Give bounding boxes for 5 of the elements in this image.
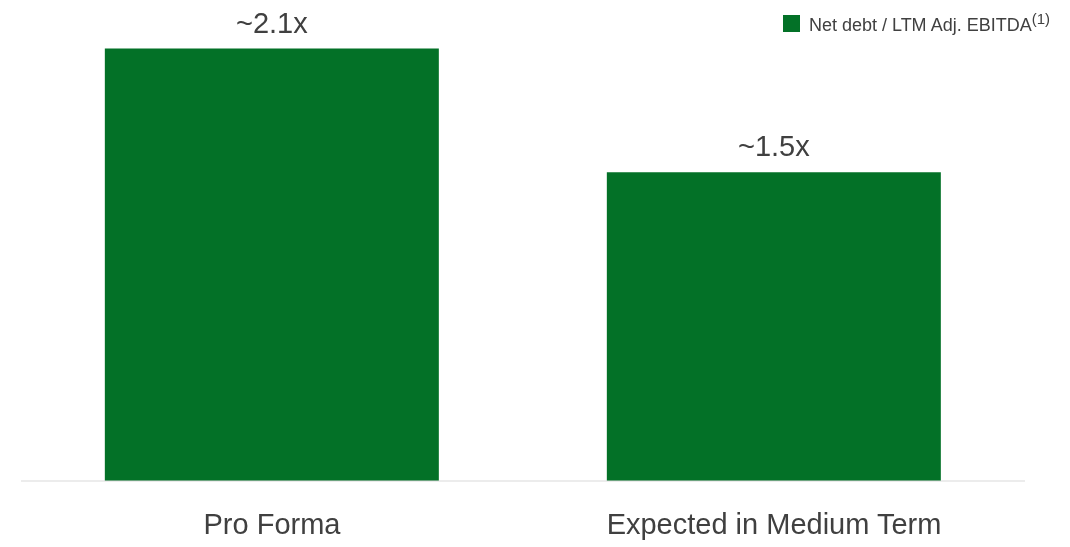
data-label: ~1.5x (737, 130, 811, 163)
x-tick-label: Expected in Medium Term (606, 507, 942, 540)
legend-label: Net debt / LTM Adj. EBITDA$^{(1)}$ (808, 10, 1050, 36)
data-label: ~2.1x (235, 6, 309, 39)
x-tick-label: Pro Forma (203, 507, 342, 540)
